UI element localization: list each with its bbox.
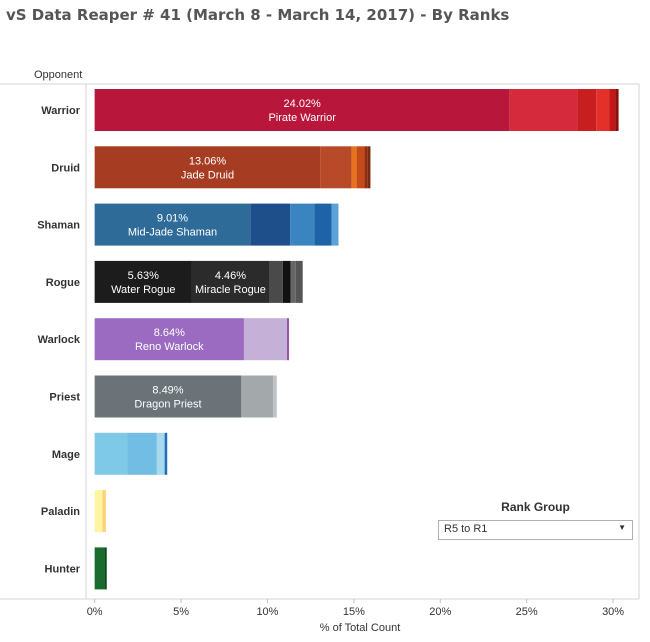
data-label-deck: Miracle Rogue bbox=[195, 284, 266, 296]
bar-segment-priest-3[interactable] bbox=[273, 375, 277, 418]
category-label-druid: Druid bbox=[51, 162, 80, 174]
category-label-rogue: Rogue bbox=[46, 277, 80, 289]
bar-segment-druid-4[interactable] bbox=[356, 146, 365, 189]
data-label-value: 8.49% bbox=[152, 385, 183, 397]
x-tick-label: 15% bbox=[343, 606, 365, 618]
chart-title: vS Data Reaper # 41 (March 8 - March 14,… bbox=[6, 6, 510, 24]
bar-segment-shaman-1[interactable] bbox=[94, 203, 251, 246]
data-label-deck: Jade Druid bbox=[181, 169, 234, 181]
bar-segment-shaman-2[interactable] bbox=[250, 203, 291, 246]
bar-segment-warlock-1[interactable] bbox=[94, 318, 244, 361]
category-label-priest: Priest bbox=[49, 392, 80, 404]
data-label-deck: Water Rogue bbox=[111, 284, 175, 296]
bar-segment-shaman-4[interactable] bbox=[314, 203, 332, 246]
bar-warrior[interactable]: 24.02% Pirate Warrior bbox=[94, 89, 619, 131]
bar-segment-priest-2[interactable] bbox=[241, 375, 274, 418]
bar-segment-rogue-6[interactable] bbox=[295, 260, 303, 303]
rank-group-select[interactable]: R5 to R1 ▼ bbox=[438, 520, 633, 540]
data-label-value: 4.46% bbox=[215, 270, 246, 282]
bar-segment-shaman-3[interactable] bbox=[290, 203, 315, 246]
x-axis-title: % of Total Count bbox=[320, 622, 401, 634]
data-label-deck: Dragon Priest bbox=[134, 399, 201, 411]
bar-segment-mage-3[interactable] bbox=[156, 432, 165, 475]
x-tick-label: 25% bbox=[516, 606, 538, 618]
bar-segment-mage-2[interactable] bbox=[127, 432, 157, 475]
bar-segment-warlock-3[interactable] bbox=[287, 318, 289, 361]
bar-shaman[interactable]: 9.01% Mid-Jade Shaman bbox=[94, 203, 339, 246]
chevron-down-icon: ▼ bbox=[618, 523, 626, 532]
bar-segment-shaman-5[interactable] bbox=[331, 203, 339, 246]
x-tick-label: 30% bbox=[602, 606, 624, 618]
bar-segment-rogue-1[interactable] bbox=[94, 260, 192, 303]
bar-segment-mage-1[interactable] bbox=[94, 432, 128, 475]
bar-segment-warlock-2[interactable] bbox=[243, 318, 288, 361]
x-tick-label: 10% bbox=[256, 606, 278, 618]
y-axis-title: Opponent bbox=[34, 69, 82, 81]
bar-segment-rogue-3[interactable] bbox=[269, 260, 283, 303]
category-label-paladin: Paladin bbox=[41, 506, 80, 518]
bar-segment-warrior-5[interactable] bbox=[609, 89, 616, 131]
bar-segment-warrior-6[interactable] bbox=[615, 89, 619, 131]
category-label-warrior: Warrior bbox=[41, 105, 80, 117]
bar-segment-rogue-4[interactable] bbox=[282, 260, 291, 303]
data-label-value: 5.63% bbox=[128, 270, 159, 282]
bar-druid[interactable]: 13.06% Jade Druid bbox=[94, 146, 371, 189]
bar-rogue[interactable]: 5.63% Water Rogue 4.46% Miracle Rogue bbox=[94, 260, 303, 303]
x-tick-label: 5% bbox=[173, 606, 189, 618]
category-labels: Warrior Druid Shaman Rogue Warlock Priest Mage… bbox=[37, 105, 81, 575]
bar-segment-druid-2[interactable] bbox=[320, 146, 352, 189]
bar-segment-druid-6[interactable] bbox=[367, 146, 371, 189]
bar-hunter[interactable] bbox=[94, 547, 107, 590]
category-label-mage: Mage bbox=[52, 449, 80, 461]
bar-priest[interactable]: 8.49% Dragon Priest bbox=[94, 375, 277, 418]
chart-bars: 24.02% Pirate Warrior 13.06% Jade Druid 9.01… bbox=[94, 89, 619, 590]
data-label-value: 24.02% bbox=[284, 98, 322, 110]
bar-warlock[interactable]: 8.64% Reno Warlock bbox=[94, 318, 289, 361]
bar-segment-druid-3[interactable] bbox=[351, 146, 357, 189]
data-label-value: 9.01% bbox=[157, 213, 188, 225]
data-label-deck: Pirate Warrior bbox=[268, 112, 336, 124]
x-tick-label: 0% bbox=[87, 606, 103, 618]
data-label-deck: Reno Warlock bbox=[135, 341, 204, 353]
bar-segment-rogue-5[interactable] bbox=[290, 260, 296, 303]
bar-segment-paladin-2[interactable] bbox=[102, 490, 106, 533]
bar-segment-mage-4[interactable] bbox=[164, 432, 168, 475]
bar-segment-warrior-3[interactable] bbox=[577, 89, 597, 131]
data-label-value: 8.64% bbox=[154, 327, 185, 339]
bar-segment-warrior-1[interactable] bbox=[94, 89, 510, 131]
bar-segment-hunter-1[interactable] bbox=[94, 547, 106, 590]
chart-frame bbox=[0, 83, 640, 600]
bar-segment-paladin-1[interactable] bbox=[94, 490, 103, 533]
data-label-value: 13.06% bbox=[189, 155, 227, 167]
bar-mage[interactable] bbox=[94, 432, 168, 475]
bar-segment-rogue-2[interactable] bbox=[191, 260, 270, 303]
bar-segment-druid-1[interactable] bbox=[94, 146, 321, 189]
bar-segment-warrior-4[interactable] bbox=[596, 89, 610, 131]
bar-segment-priest-1[interactable] bbox=[94, 375, 242, 418]
category-label-shaman: Shaman bbox=[37, 220, 80, 232]
category-label-hunter: Hunter bbox=[45, 563, 81, 575]
x-axis-ticks: 0% 5% 10% 15% 20% 25% 30% bbox=[87, 599, 624, 618]
rank-group-title: Rank Group bbox=[501, 500, 570, 514]
rank-group-selected-value: R5 to R1 bbox=[444, 523, 488, 535]
category-label-warlock: Warlock bbox=[38, 334, 81, 346]
rank-group-filter: Rank Group R5 to R1 ▼ bbox=[438, 500, 633, 540]
x-tick-label: 20% bbox=[429, 606, 451, 618]
data-label-deck: Mid-Jade Shaman bbox=[128, 227, 217, 239]
bar-segment-warrior-2[interactable] bbox=[509, 89, 578, 131]
bar-segment-hunter-2[interactable] bbox=[105, 547, 107, 590]
bar-paladin[interactable] bbox=[94, 490, 106, 533]
bar-segment-druid-5[interactable] bbox=[364, 146, 368, 189]
